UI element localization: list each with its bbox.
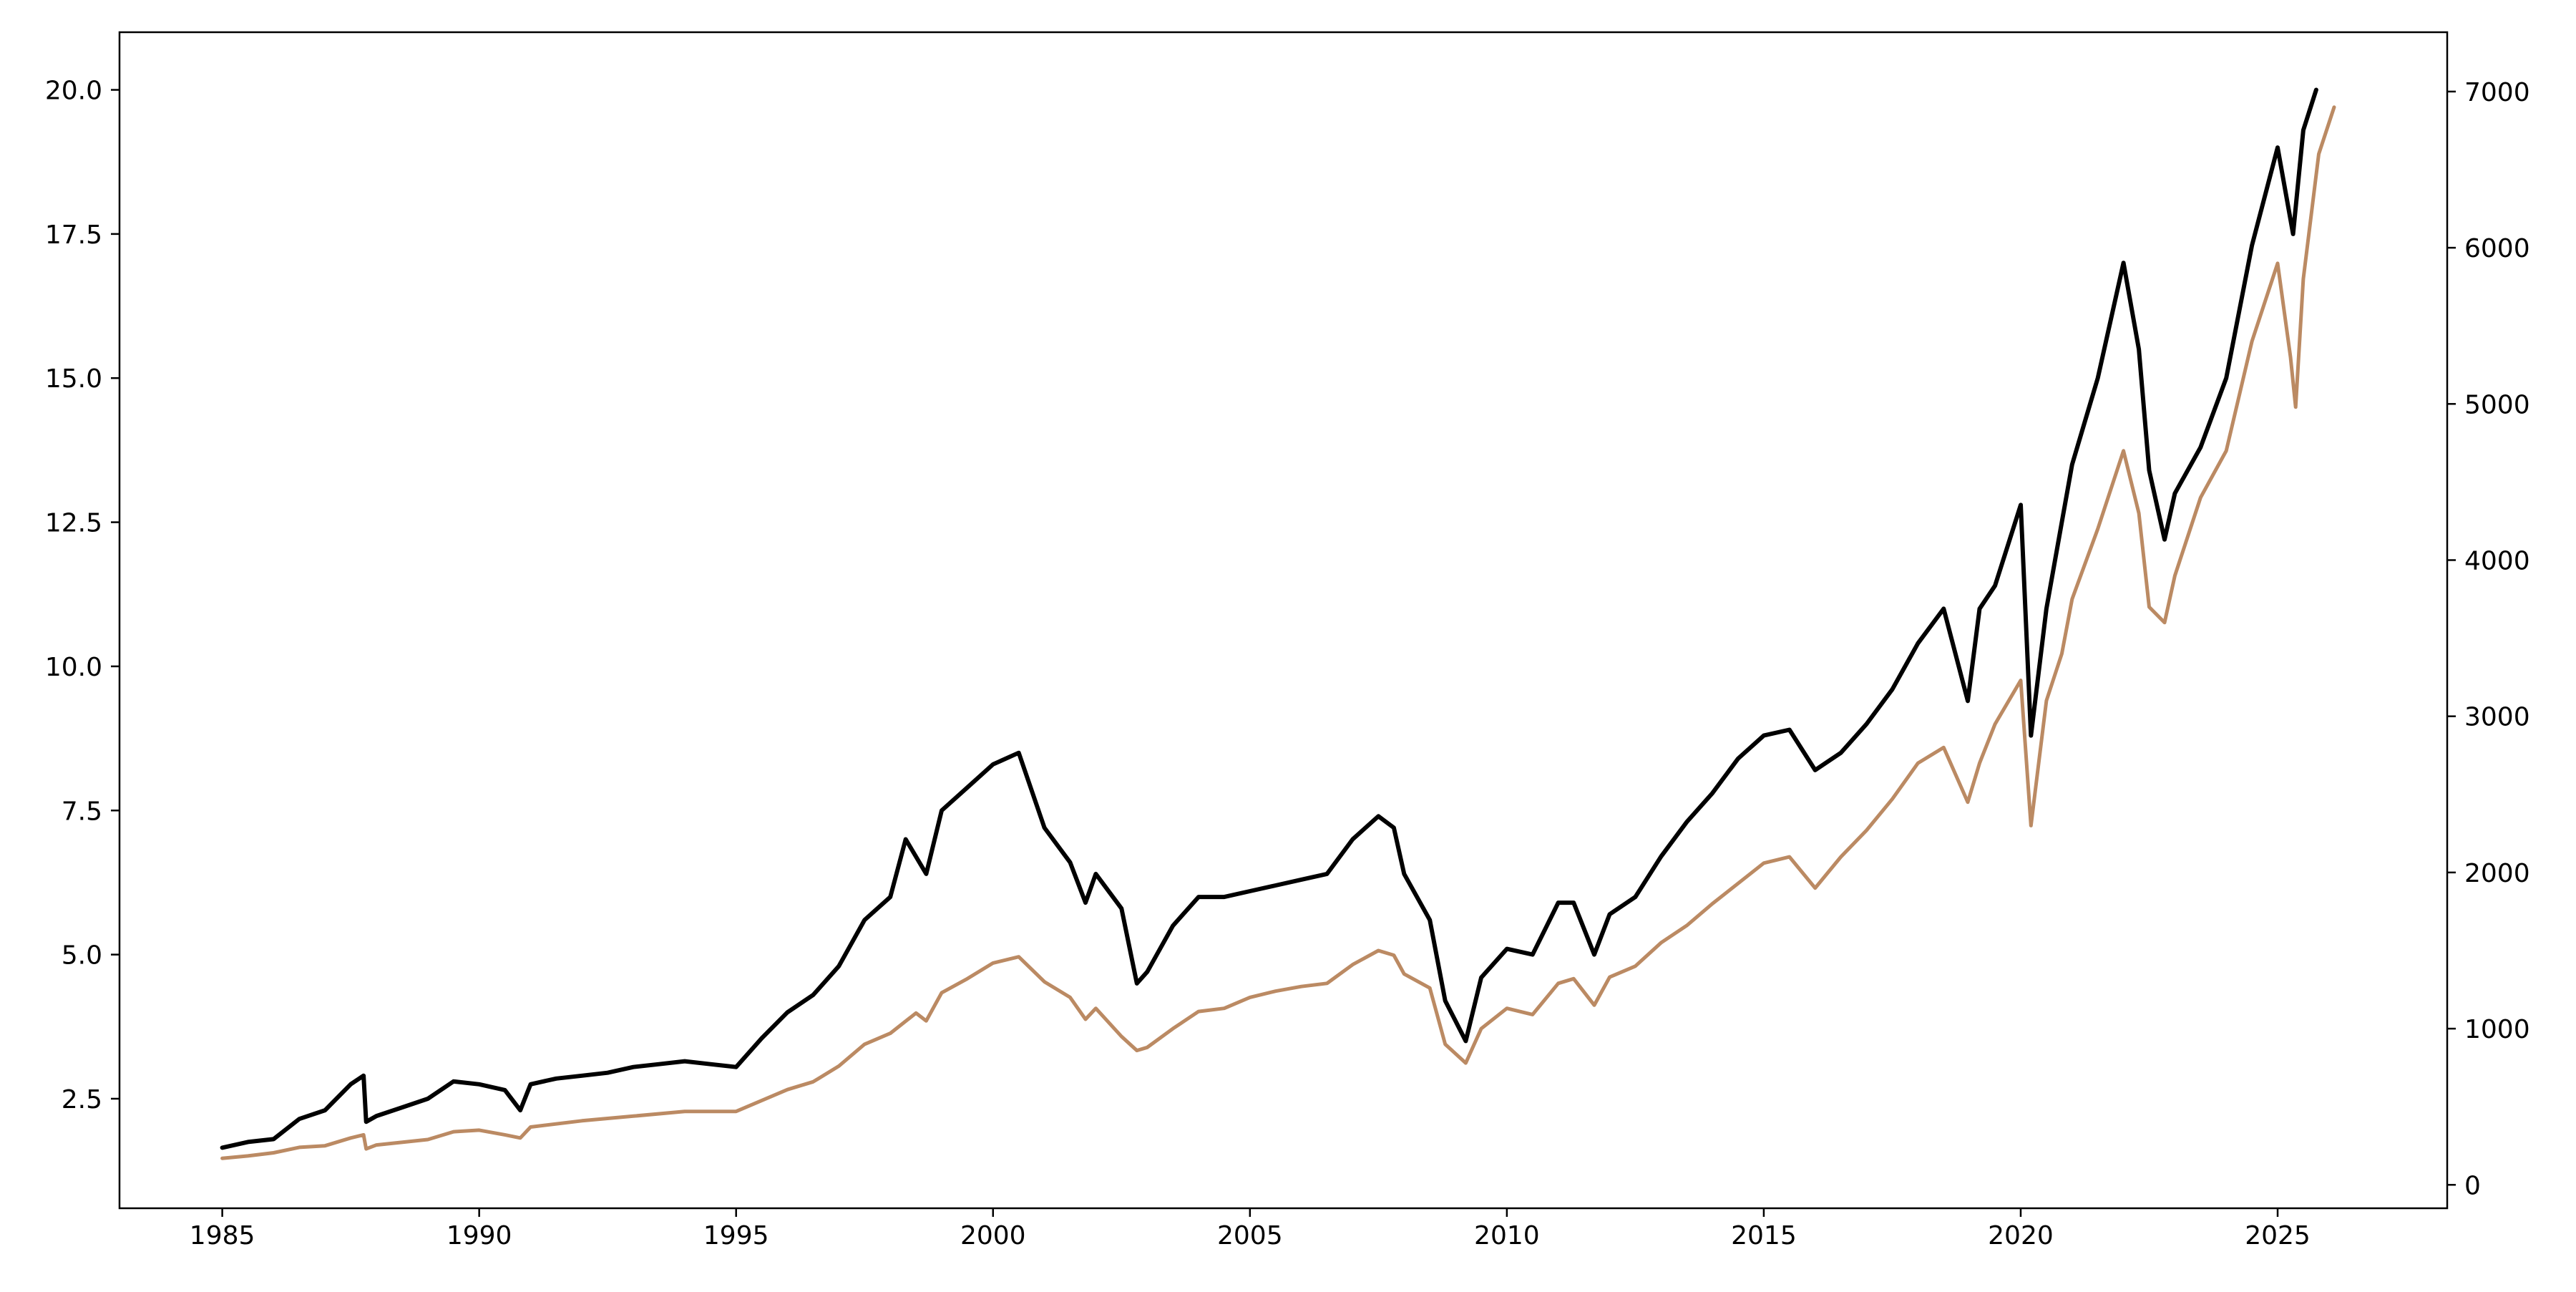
y-right-tick-label: 2000 [2464, 859, 2530, 888]
x-tick-label: 1995 [703, 1221, 769, 1250]
y-right-tick-label: 1000 [2464, 1015, 2530, 1044]
y-left-tick-label: 12.5 [45, 509, 102, 538]
series-line-black [220, 87, 2318, 1150]
y-axis-right: 0 1000 2000 3000 4000 5000 6000 7000 [2447, 78, 2530, 1200]
x-tick-label: 2015 [1731, 1221, 1797, 1250]
x-tick-label: 2020 [1988, 1221, 2054, 1250]
plot-frame [118, 31, 2449, 1210]
series-layer [220, 87, 2336, 1160]
y-right-tick-label: 4000 [2464, 546, 2530, 575]
x-tick-label: 2010 [1474, 1221, 1540, 1250]
x-axis: 1985 1990 1995 2000 2005 2010 2015 2020 2025 [190, 1208, 2311, 1250]
y-left-tick-label: 5.0 [62, 941, 102, 971]
y-left-tick-label: 20.0 [45, 77, 102, 106]
y-right-tick-label: 5000 [2464, 390, 2530, 419]
y-right-tick-label: 7000 [2464, 78, 2530, 107]
x-tick-label: 1985 [190, 1221, 255, 1250]
y-left-tick-label: 7.5 [62, 797, 102, 826]
y-right-tick-label: 3000 [2464, 703, 2530, 732]
y-right-tick-label: 0 [2464, 1171, 2481, 1200]
y-left-tick-label: 17.5 [45, 220, 102, 250]
x-tick-label: 2000 [960, 1221, 1026, 1250]
y-left-tick-label: 10.0 [45, 653, 102, 682]
x-tick-label: 2005 [1217, 1221, 1283, 1250]
y-left-tick-label: 2.5 [62, 1085, 102, 1114]
x-tick-label: 1990 [447, 1221, 512, 1250]
y-left-tick-label: 15.0 [45, 364, 102, 394]
x-tick-label: 2025 [2245, 1221, 2311, 1250]
y-axis-left: 2.5 5.0 7.5 10.0 12.5 15.0 17.5 20.0 [45, 77, 119, 1114]
y-right-tick-label: 6000 [2464, 234, 2530, 263]
series-line-tan [220, 105, 2336, 1160]
